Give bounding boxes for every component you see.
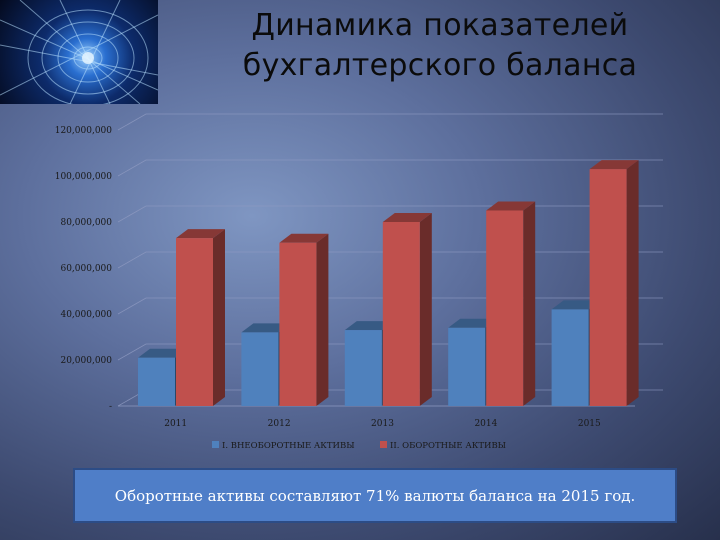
y-tick-label: 40,000,000 <box>60 310 112 320</box>
bar-top <box>589 160 639 170</box>
y-tick-label: 20,000,000 <box>60 356 112 366</box>
legend-swatch <box>212 441 219 448</box>
bar <box>486 210 524 406</box>
x-tick-label: 2015 <box>578 419 601 429</box>
turbine-thumbnail-image <box>0 0 158 104</box>
x-tick-label: 2013 <box>371 419 394 429</box>
bars <box>138 160 639 406</box>
bar <box>448 327 486 406</box>
bar-top <box>486 201 536 211</box>
bar-side <box>419 213 432 406</box>
y-tick-label: 60,000,000 <box>60 264 112 274</box>
bar-top <box>138 348 187 358</box>
x-tick-label: 2012 <box>268 419 291 429</box>
legend-label: I. ВНЕОБОРОТНЫЕ АКТИВЫ <box>222 441 355 451</box>
caption-box: Оборотные активы составляют 71% валюты б… <box>73 468 677 523</box>
bar <box>551 309 589 406</box>
slide-title: Динамика показателей бухгалтерского бала… <box>160 6 720 86</box>
bar <box>279 242 317 406</box>
title-line-1: Динамика показателей <box>251 8 629 43</box>
y-tick-label: 120,000,000 <box>55 126 113 136</box>
gridline <box>117 205 663 223</box>
bar-top <box>382 213 432 222</box>
bar-top <box>448 318 498 328</box>
y-tick-label: 80,000,000 <box>60 218 112 228</box>
bar <box>344 330 382 406</box>
bar <box>382 222 420 406</box>
axis-labels: - 20,000,000 40,000,000 60,000,000 80,000,00… <box>55 126 601 429</box>
bar-top <box>241 323 291 333</box>
legend: I. ВНЕОБОРОТНЫЕ АКТИВЫ II. ОБОРОТНЫЕ АКТИ… <box>212 441 506 451</box>
bar <box>241 332 279 406</box>
y-tick-label: - <box>109 402 112 412</box>
bar-chart: - 20,000,000 40,000,000 60,000,000 80,000,00… <box>55 113 663 451</box>
y-tick-label: 100,000,000 <box>55 172 113 182</box>
bar-side <box>316 233 329 406</box>
caption-text: Оборотные активы составляют 71% валюты б… <box>114 486 636 505</box>
bar <box>589 169 627 406</box>
legend-label: II. ОБОРОТНЫЕ АКТИВЫ <box>390 441 506 451</box>
bar-side <box>213 229 225 406</box>
title-line-2: бухгалтерского баланса <box>242 48 638 83</box>
bar-side <box>523 201 536 406</box>
gridline <box>117 113 663 131</box>
bar-side <box>626 160 639 406</box>
bar <box>138 357 175 406</box>
legend-swatch <box>380 441 387 448</box>
x-tick-label: 2011 <box>164 419 187 429</box>
bar <box>176 238 213 406</box>
bar-top <box>279 233 329 243</box>
gridline <box>117 159 663 177</box>
bar-top <box>176 229 225 239</box>
bar-top <box>344 321 394 331</box>
bar-top <box>551 300 601 310</box>
x-tick-label: 2014 <box>474 419 497 429</box>
